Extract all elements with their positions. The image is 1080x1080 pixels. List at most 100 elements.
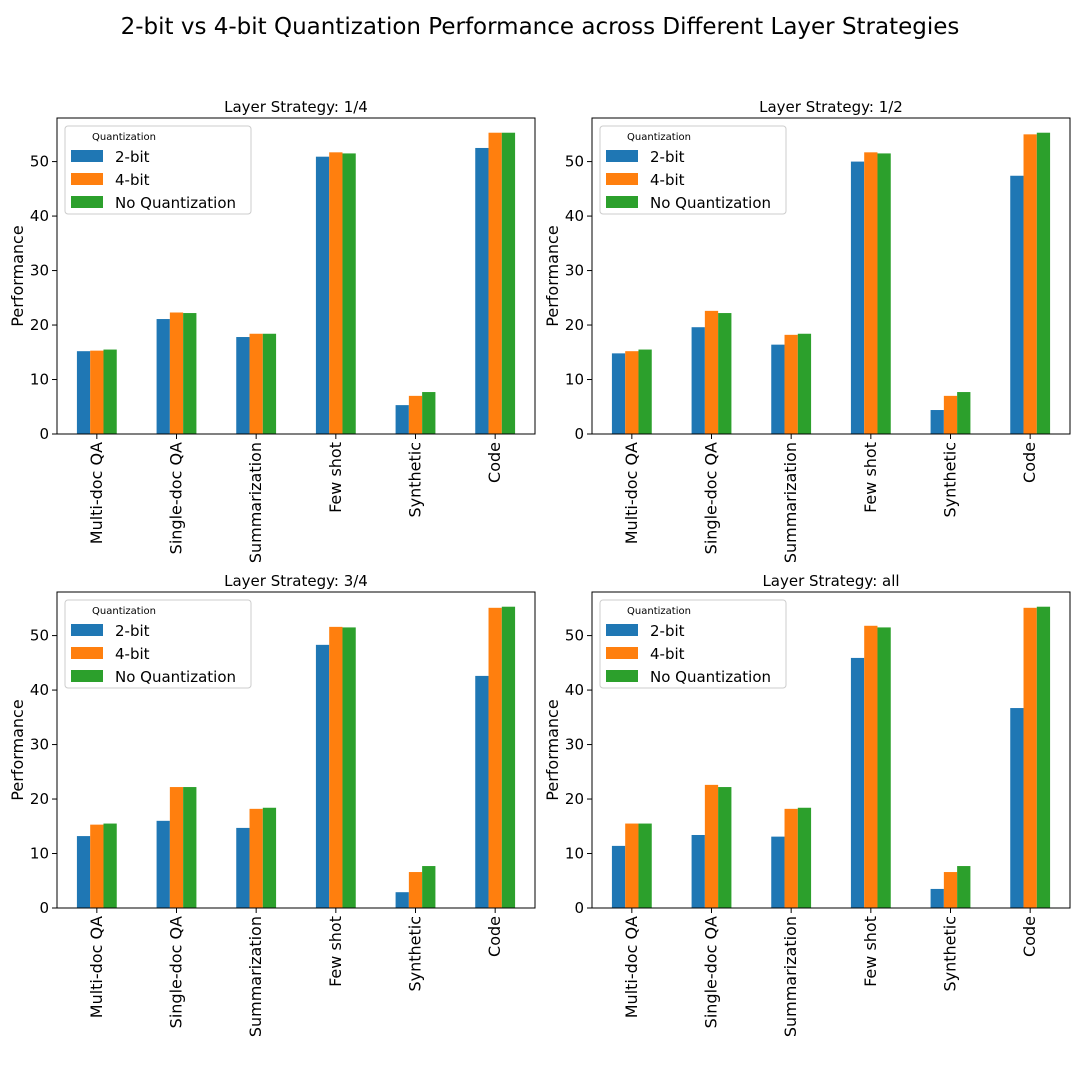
- y-tick-label: 30: [30, 262, 49, 280]
- x-tick-label-few-shot: Few shot: [326, 442, 345, 513]
- bar-4-bit-multi-doc-qa: [90, 824, 104, 908]
- legend-label-2-bit: 2-bit: [650, 148, 685, 166]
- y-axis-label: Performance: [543, 225, 562, 326]
- bar-2-bit-synthetic: [395, 405, 409, 434]
- bar-no-quantization-few-shot: [342, 627, 356, 908]
- bar-4-bit-code: [488, 607, 502, 908]
- legend-title: Quantization: [92, 606, 156, 617]
- legend-label-2-bit: 2-bit: [115, 148, 150, 166]
- legend-label-4-bit: 4-bit: [115, 645, 150, 663]
- legend-label-no-quantization: No Quantization: [650, 668, 771, 686]
- y-tick-label: 20: [30, 790, 49, 808]
- bar-no-quantization-summarization: [262, 333, 277, 434]
- bar-4-bit-multi-doc-qa: [625, 823, 639, 908]
- x-tick-label-synthetic: Synthetic: [941, 916, 960, 992]
- bar-4-bit-few-shot: [864, 152, 878, 434]
- y-tick-label: 40: [30, 207, 49, 225]
- legend-swatch-2-bit: [606, 624, 638, 636]
- bar-no-quantization-single-doc-qa: [183, 313, 197, 434]
- legend-box: [599, 599, 787, 689]
- bar-no-quantization-code: [1036, 132, 1051, 435]
- bar-no-quantization-multi-doc-qa: [103, 823, 117, 908]
- legend-label-4-bit: 4-bit: [650, 645, 685, 663]
- legend-swatch-no-quantization: [71, 670, 103, 682]
- bar-4-bit-synthetic: [408, 395, 423, 434]
- bar-2-bit-summarization: [236, 827, 250, 908]
- y-tick-label: 50: [565, 627, 584, 645]
- bar-no-quantization-summarization: [262, 807, 277, 908]
- legend-swatch-2-bit: [71, 150, 103, 162]
- y-tick-label: 0: [39, 899, 49, 917]
- x-tick-label-summarization: Summarization: [781, 916, 800, 1037]
- subplot-title: Layer Strategy: all: [762, 572, 899, 590]
- bar-2-bit-synthetic: [930, 888, 944, 908]
- x-tick-label-summarization: Summarization: [246, 442, 265, 563]
- bar-2-bit-few-shot: [850, 657, 865, 908]
- legend-label-2-bit: 2-bit: [650, 622, 685, 640]
- legend-swatch-no-quantization: [606, 196, 638, 208]
- subplot-title: Layer Strategy: 1/2: [759, 98, 903, 116]
- y-tick-label: 20: [565, 790, 584, 808]
- bar-4-bit-summarization: [784, 808, 798, 908]
- bar-2-bit-few-shot: [315, 644, 330, 908]
- legend-box: [64, 599, 252, 689]
- legend-label-2-bit: 2-bit: [115, 622, 150, 640]
- x-tick-label-single-doc-qa: Single-doc QA: [702, 916, 721, 1028]
- y-axis-label: Performance: [543, 699, 562, 800]
- legend-title: Quantization: [627, 606, 691, 617]
- bar-4-bit-summarization: [784, 334, 798, 434]
- bar-2-bit-single-doc-qa: [156, 319, 170, 434]
- x-tick-label-code: Code: [485, 916, 504, 957]
- bar-no-quantization-multi-doc-qa: [638, 823, 652, 908]
- legend-swatch-no-quantization: [606, 670, 638, 682]
- legend-label-no-quantization: No Quantization: [115, 668, 236, 686]
- bar-2-bit-code: [1010, 175, 1024, 435]
- x-tick-label-single-doc-qa: Single-doc QA: [702, 442, 721, 554]
- x-tick-label-synthetic: Synthetic: [941, 442, 960, 518]
- x-tick-label-single-doc-qa: Single-doc QA: [167, 442, 186, 554]
- y-tick-label: 50: [30, 627, 49, 645]
- y-tick-label: 10: [30, 371, 49, 389]
- subplot-4: Layer Strategy: all 0 10 20 30 40 50 Performanc…: [543, 572, 1071, 1037]
- x-tick-label-single-doc-qa: Single-doc QA: [167, 916, 186, 1028]
- bar-2-bit-synthetic: [395, 892, 409, 908]
- legend-label-4-bit: 4-bit: [650, 171, 685, 189]
- y-tick-label: 30: [30, 736, 49, 754]
- y-tick-label: 40: [565, 207, 584, 225]
- axes-frame: [591, 117, 1071, 435]
- x-tick-label-multi-doc-qa: Multi-doc QA: [87, 916, 106, 1018]
- x-tick-label-few-shot: Few shot: [861, 916, 880, 987]
- bar-4-bit-code: [488, 132, 502, 435]
- axes-frame: [56, 591, 536, 909]
- y-tick-label: 0: [574, 899, 584, 917]
- bar-no-quantization-code: [501, 132, 516, 435]
- y-tick-label: 0: [574, 425, 584, 443]
- bar-no-quantization-single-doc-qa: [183, 787, 197, 908]
- bar-2-bit-multi-doc-qa: [611, 845, 626, 908]
- legend-box: [64, 125, 252, 215]
- y-tick-label: 50: [565, 153, 584, 171]
- x-tick-label-code: Code: [1020, 442, 1039, 483]
- bar-4-bit-multi-doc-qa: [625, 351, 639, 434]
- bar-4-bit-synthetic: [943, 872, 958, 908]
- x-tick-label-few-shot: Few shot: [326, 916, 345, 987]
- subplot-2: Layer Strategy: 1/2 0 10 20 30 40 50 Performanc…: [543, 98, 1071, 563]
- bar-no-quantization-summarization: [797, 807, 812, 908]
- legend-label-no-quantization: No Quantization: [115, 194, 236, 212]
- x-tick-label-synthetic: Synthetic: [406, 916, 425, 992]
- legend-swatch-no-quantization: [71, 196, 103, 208]
- bar-4-bit-few-shot: [329, 626, 343, 908]
- y-tick-label: 10: [30, 845, 49, 863]
- bar-2-bit-multi-doc-qa: [611, 353, 626, 434]
- bar-2-bit-code: [475, 675, 489, 908]
- bar-2-bit-multi-doc-qa: [76, 836, 91, 908]
- x-tick-label-multi-doc-qa: Multi-doc QA: [622, 916, 641, 1018]
- y-tick-label: 20: [30, 316, 49, 334]
- bar-no-quantization-single-doc-qa: [718, 787, 732, 908]
- bar-2-bit-single-doc-qa: [691, 327, 705, 434]
- subplot-title: Layer Strategy: 1/4: [224, 98, 368, 116]
- legend-swatch-2-bit: [606, 150, 638, 162]
- legend-swatch-4-bit: [606, 173, 638, 185]
- y-axis-label: Performance: [8, 225, 27, 326]
